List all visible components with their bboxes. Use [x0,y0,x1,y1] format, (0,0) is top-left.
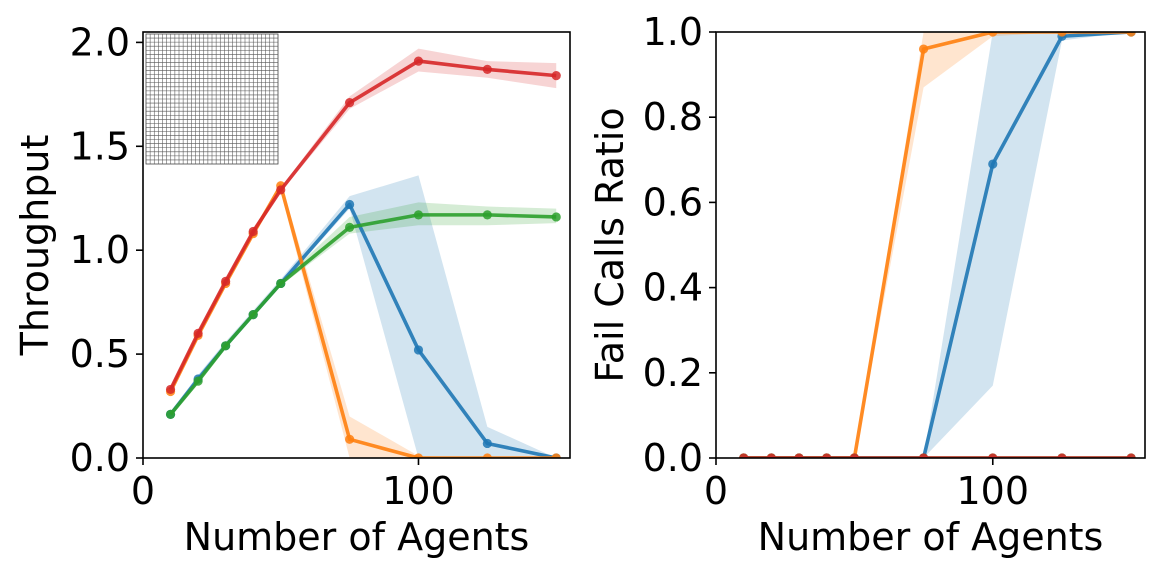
y-tick-label: 2.0 [70,20,130,64]
point-red-5 [918,453,929,458]
y-tick-label: 0.4 [643,266,703,310]
band-green [170,202,557,417]
point-red-8 [1126,453,1136,458]
y-tick-label: 0.2 [643,351,703,395]
point-red-7 [482,64,492,74]
point-orange-8 [1126,32,1136,37]
point-green-0 [165,409,176,419]
band-blue [743,32,1132,458]
point-orange-6 [988,32,998,37]
fail-calls-ratio-chart: 0 100 0.0 0.2 0.4 0.6 0.8 1.0 Number of Agents Fa… [588,10,1146,559]
throughput-chart: 0 100 0.0 0.5 1.0 1.5 2.0 Number of Agents Throu… [13,20,571,559]
point-red-4 [849,453,859,458]
y-tick-label: 0.0 [643,436,703,480]
point-orange-7 [482,453,492,458]
y-tick-label: 0.0 [70,436,130,480]
x-tick-label: 0 [131,469,155,513]
plot-area [739,32,1136,458]
point-green-8 [551,212,561,222]
point-red-0 [739,453,749,458]
point-red-4 [276,185,286,195]
point-orange-7 [1057,32,1067,37]
point-orange-5 [345,434,355,444]
point-red-0 [165,384,176,395]
grid-map-icon [145,33,279,165]
point-blue-6 [413,345,424,355]
point-green-6 [413,210,424,220]
y-axis-title: Fail Calls Ratio [588,107,632,382]
axes-frame [142,31,571,459]
y-tick-label: 1.5 [70,124,130,168]
point-green-5 [345,222,355,232]
point-orange-5 [918,44,929,54]
point-red-7 [1057,453,1067,458]
y-tick-label: 1.0 [70,228,130,272]
point-red-1 [766,453,776,458]
point-red-6 [413,56,424,66]
point-green-3 [248,310,258,320]
point-red-3 [248,226,258,237]
point-green-2 [221,341,231,351]
x-tick-label: 0 [704,469,728,513]
axes-frame [715,31,1146,459]
point-orange-8 [551,453,561,458]
series-line-blue [743,32,1132,458]
x-axis-title: Number of Agents [758,515,1104,559]
x-axis-title: Number of Agents [184,515,530,559]
y-axis-title: Throughput [13,135,57,357]
band-blue [170,175,557,458]
point-orange-6 [413,453,424,458]
point-red-5 [345,98,355,108]
x-tick-label: 100 [957,469,1030,513]
point-blue-6 [988,159,998,169]
y-tick-label: 0.6 [643,180,703,224]
point-blue-5 [345,199,355,210]
point-green-1 [193,376,203,386]
point-red-3 [822,453,832,458]
plot-area [165,48,561,458]
point-red-8 [551,71,561,81]
y-tick-label: 0.8 [643,95,703,139]
point-red-6 [988,453,998,458]
point-blue-7 [482,438,492,449]
grid-map-lines [146,34,278,164]
point-red-1 [193,328,203,338]
point-red-2 [794,453,804,458]
point-green-4 [276,278,286,289]
y-tick-label: 1.0 [643,10,703,54]
x-tick-label: 100 [382,469,455,513]
point-red-2 [221,276,231,286]
y-tick-label: 0.5 [70,332,130,376]
point-green-7 [482,210,492,220]
